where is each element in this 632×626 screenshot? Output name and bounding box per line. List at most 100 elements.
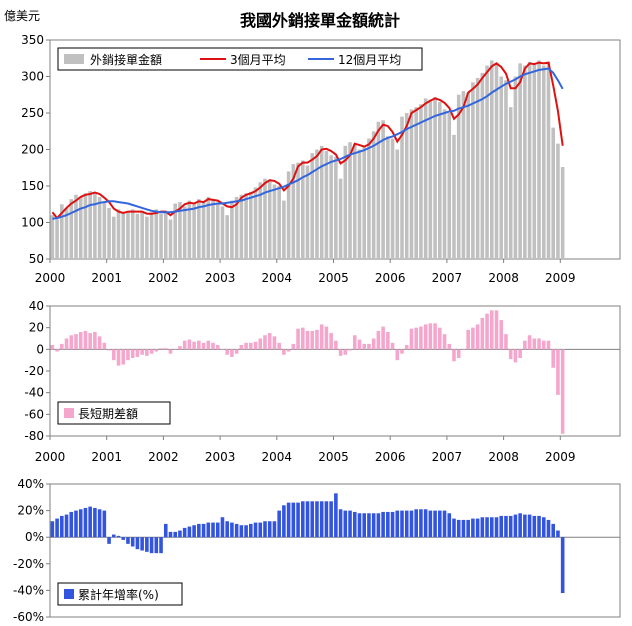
data-bar [249,191,253,259]
data-bar [414,327,418,350]
data-bar [508,107,513,259]
data-bar [367,343,371,350]
data-bar [187,339,192,350]
data-bar [409,109,414,259]
data-bar [88,333,92,350]
data-bar [201,202,206,259]
data-bar [433,96,437,259]
data-bar [480,72,485,259]
data-bar [556,143,560,259]
data-bar [135,537,140,550]
data-bar [442,109,447,259]
data-bar [438,510,442,538]
data-bar [532,338,537,350]
data-bar [329,333,333,350]
legend-label: 累計年增率(%) [78,587,159,602]
data-bar [523,340,527,350]
data-bar [50,521,55,538]
data-bar [409,328,414,350]
data-bar [546,519,551,538]
x-tick-label: 2004 [262,271,293,285]
ma12-line [52,67,564,220]
data-bar [338,509,343,538]
data-bar [305,165,310,259]
data-bar [88,506,92,538]
data-bar [225,215,229,259]
data-bar [286,171,291,259]
data-bar [390,342,395,350]
data-bar [267,333,272,350]
data-bar [211,342,215,350]
x-tick-label: 2001 [91,450,122,464]
data-bar [471,518,475,538]
data-bar [324,150,329,259]
data-bar [315,501,319,538]
x-tick-label: 2004 [262,450,293,464]
data-bar [442,510,447,538]
legend-box [57,401,171,425]
data-bar [334,156,338,259]
data-bar [334,340,338,350]
data-bar [126,349,130,361]
y-tick-label: 20 [29,321,44,335]
data-bar [192,341,196,350]
data-bar [69,199,74,259]
data-bar [197,340,201,350]
data-bar [556,530,560,538]
data-bar [277,510,281,538]
data-bar [192,525,196,538]
data-bar [404,510,409,538]
data-bar [560,537,565,594]
data-bar [518,63,522,259]
data-bar [338,178,343,259]
data-bar [461,519,466,538]
data-bar [140,537,144,551]
y-tick-label: 100 [21,216,44,230]
data-bar [329,501,333,538]
data-bar [83,330,88,350]
data-bar [546,61,551,260]
data-bar [55,349,59,352]
x-tick-label: 2000 [35,450,66,464]
data-bar [334,493,338,538]
data-bar [159,213,163,259]
data-bar [348,142,352,259]
data-bar [291,343,296,350]
data-bar [300,501,305,538]
data-bar [149,537,154,554]
x-tick-label: 2006 [375,450,406,464]
data-bar [282,505,286,538]
data-bar [527,335,532,350]
data-bar [475,324,480,350]
data-bar [315,329,319,350]
data-bar [485,65,489,259]
yoy-panel: 40% 20% 0% -20% -40% -60% 累計年增率(%) [13,477,621,624]
y-tick-label: 20% [17,504,44,518]
data-bar [60,515,64,538]
data-bar [97,336,102,350]
data-bar [145,349,149,356]
data-bar [419,509,423,538]
data-bar [499,76,504,259]
x-tick-label: 2002 [148,271,179,285]
data-bar [93,193,97,259]
data-bar [258,522,263,538]
data-bar [319,145,324,259]
data-bar [149,349,154,354]
data-bar [50,345,55,350]
data-bar [78,332,83,350]
y-tick-label: -20 [24,364,44,378]
data-bar [140,349,144,355]
data-bar [145,216,149,259]
data-bar [130,537,135,547]
data-bar [178,530,182,538]
y-tick-label: 150 [21,179,44,193]
data-bar [50,215,55,259]
x-tick-label: 2009 [545,271,576,285]
data-bar [97,509,102,538]
y-tick-label: 40 [29,299,44,313]
data-bar [423,509,428,538]
data-bar [310,330,315,350]
y-tick-label: 200 [21,143,44,157]
data-bar [140,211,144,259]
